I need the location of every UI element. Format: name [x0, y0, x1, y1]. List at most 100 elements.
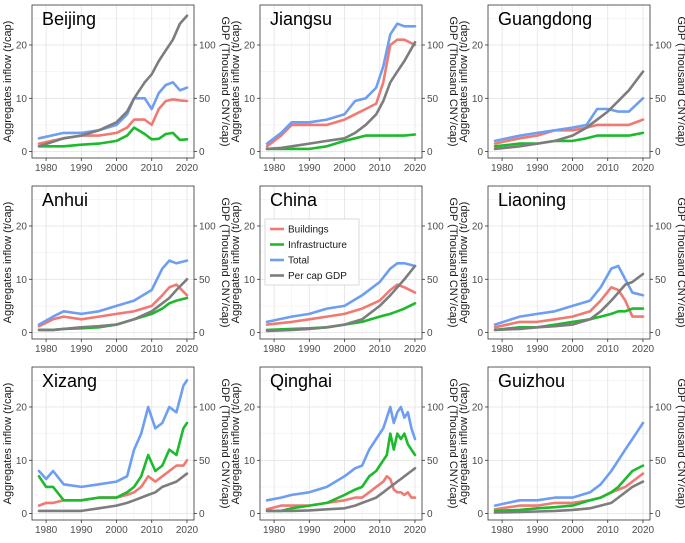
series-line-per-cap-gdp	[493, 272, 645, 332]
series-line-per-cap-gdp	[265, 467, 417, 513]
x-tick-label: 2020	[632, 525, 655, 536]
y-tick-label: 10	[244, 275, 256, 286]
panel-title: Xizang	[42, 371, 97, 391]
panel-title: China	[270, 190, 318, 210]
y2-axis-title: GDP (Thousand CNY/cap)	[219, 197, 231, 327]
series-line-per-cap-gdp	[37, 14, 189, 148]
y-tick-label: 10	[16, 94, 28, 105]
plot-area	[260, 5, 422, 158]
x-tick-label: 2020	[632, 163, 655, 174]
x-tick-label: 1980	[491, 525, 514, 536]
series-line-infrastructure	[265, 432, 417, 513]
panel-title: Liaoning	[498, 190, 566, 210]
panel-title: Qinghai	[270, 371, 332, 391]
legend-label-total: Total	[288, 256, 309, 267]
y-axis-title: Aggregates inflow (t/cap)	[230, 383, 242, 505]
y-tick-label: 20	[16, 402, 28, 413]
y-tick-label: 0	[477, 328, 483, 339]
y-tick-label: 10	[16, 275, 28, 286]
y-tick-label: 10	[244, 456, 256, 467]
x-tick-label: 2000	[561, 344, 584, 355]
y2-axis-title: GDP (Thousand CNY/cap)	[219, 16, 231, 146]
series-line-total	[493, 97, 645, 143]
y-tick-label: 0	[477, 509, 483, 520]
series-line-total	[493, 264, 645, 326]
panel-title: Beijing	[42, 9, 96, 29]
panel-border	[259, 4, 423, 159]
y2-tick-label: 0	[427, 509, 433, 520]
y-tick-label: 10	[472, 456, 484, 467]
y-tick-label: 20	[472, 402, 484, 413]
panel-border	[487, 185, 651, 340]
y2-axis-title: GDP (Thousand CNY/cap)	[675, 378, 685, 508]
panel-liaoning: 1980 1990 2000 2010 202001020050100Aggregate…	[458, 185, 685, 355]
y2-tick-label: 0	[655, 328, 661, 339]
x-tick-label: 1990	[298, 344, 321, 355]
panel-border	[487, 4, 651, 159]
x-tick-label: 2010	[141, 344, 164, 355]
series-line-total	[265, 405, 417, 502]
x-tick-label: 1990	[70, 344, 93, 355]
x-tick-label: 2000	[561, 525, 584, 536]
panel-guizhou: 1980 1990 2000 2010 202001020050100Aggregate…	[458, 366, 685, 536]
series-line-infrastructure	[37, 126, 189, 148]
x-tick-label: 1990	[526, 344, 549, 355]
x-tick-label: 1990	[298, 525, 321, 536]
y2-tick-label: 0	[427, 147, 433, 158]
y2-tick-label: 100	[199, 40, 216, 51]
x-tick-label: 1980	[35, 344, 58, 355]
series-line-infrastructure	[265, 133, 417, 151]
series-line-total	[265, 262, 417, 324]
y2-tick-label: 0	[199, 509, 205, 520]
x-tick-label: 2010	[597, 525, 620, 536]
y2-tick-label: 100	[655, 402, 672, 413]
panel-jiangsu: 1980 1990 2000 2010 202001020050100Aggregate…	[230, 4, 459, 174]
series-line-per-cap-gdp	[265, 41, 417, 151]
x-tick-label: 2000	[333, 163, 356, 174]
y2-tick-label: 50	[427, 94, 439, 105]
y-tick-label: 0	[21, 509, 27, 520]
y-tick-label: 0	[21, 328, 27, 339]
y-tick-label: 0	[21, 147, 27, 158]
panel-border	[31, 4, 195, 159]
y-tick-label: 20	[16, 221, 28, 232]
series-line-buildings	[493, 286, 645, 329]
y-tick-label: 20	[244, 402, 256, 413]
x-tick-label: 2000	[105, 344, 128, 355]
panel-border	[31, 185, 195, 340]
panel-border	[259, 366, 423, 521]
series-line-per-cap-gdp	[37, 278, 189, 332]
x-tick-label: 2010	[369, 344, 392, 355]
series-line-infrastructure	[493, 464, 645, 513]
x-tick-label: 1980	[35, 525, 58, 536]
y-tick-label: 20	[472, 221, 484, 232]
y2-tick-label: 50	[655, 275, 667, 286]
x-tick-label: 2010	[141, 163, 164, 174]
y2-tick-label: 0	[427, 328, 433, 339]
y2-tick-label: 0	[655, 509, 661, 520]
legend: Buildings Infrastructure Total Per cap GDP	[264, 218, 360, 286]
y2-tick-label: 100	[655, 221, 672, 232]
y-axis-title: Aggregates inflow (t/cap)	[458, 21, 470, 143]
y2-tick-label: 100	[199, 221, 216, 232]
x-tick-label: 2020	[404, 344, 427, 355]
series-line-per-cap-gdp	[493, 70, 645, 151]
x-tick-label: 1980	[263, 344, 286, 355]
series-line-infrastructure	[37, 421, 189, 502]
y2-tick-label: 0	[199, 147, 205, 158]
x-tick-label: 1980	[35, 163, 58, 174]
y2-tick-label: 100	[427, 40, 444, 51]
x-tick-label: 2010	[597, 163, 620, 174]
y2-axis-title: GDP (Thousand CNY/cap)	[447, 378, 459, 508]
y-axis-title: Aggregates inflow (t/cap)	[230, 202, 242, 324]
y2-tick-label: 0	[199, 328, 205, 339]
y2-axis-title: GDP (Thousand CNY/cap)	[675, 16, 685, 146]
x-tick-label: 1990	[526, 525, 549, 536]
y-axis-title: Aggregates inflow (t/cap)	[458, 383, 470, 505]
legend-label-buildings: Buildings	[288, 225, 329, 236]
panel-border	[487, 366, 651, 521]
x-tick-label: 1980	[491, 163, 514, 174]
y2-axis-title: GDP (Thousand CNY/cap)	[447, 16, 459, 146]
series-line-total	[37, 81, 189, 140]
y-tick-label: 20	[244, 40, 256, 51]
